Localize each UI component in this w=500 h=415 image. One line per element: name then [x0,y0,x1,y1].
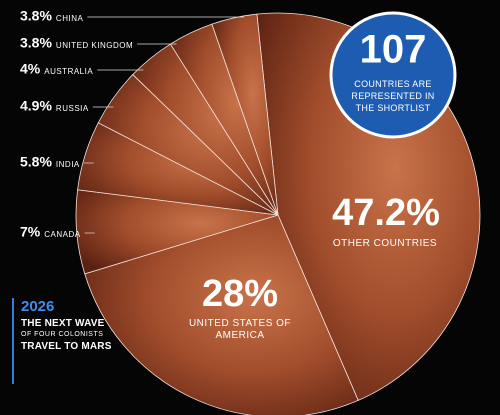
sidebar-line: OF FOUR COLONISTS [21,331,104,338]
value-label: 4% [20,61,41,77]
sidebar: 2026 THE NEXT WAVE OF FOUR COLONISTS TRA… [12,298,112,384]
value-label: 3.8% [20,35,52,51]
slice-name: OTHER COUNTRIES [332,238,438,249]
slice-name: CHINA [56,14,84,23]
value-label: 28% [202,273,278,315]
value-label: 3.8% [20,8,52,24]
slice-name: UNITED KINGDOM [56,41,133,50]
slice-name: CANADA [44,230,81,239]
value-label: 4.9% [20,98,52,114]
sidebar-line: THE NEXT WAVE [21,318,105,329]
value-label: 47.2% [332,192,440,234]
badge-circle [329,11,457,139]
sidebar-line: TRAVEL TO MARS [21,341,112,352]
sidebar-year: 2026 [21,298,55,315]
badge-text: COUNTRIES ARE REPRESENTED IN THE SHORTLI… [351,79,435,113]
slice [84,214,359,415]
slice [211,13,279,216]
slice-name: RUSSIA [56,104,89,113]
value-label: 5.8% [20,154,52,170]
badge-number: 107 [360,28,427,72]
slice-name: INDIA [56,160,80,169]
slice-name: UNITED STATES OF AMERICA [188,318,292,341]
value-label: 7% [20,224,41,240]
slice-name: AUSTRALIA [44,67,93,76]
